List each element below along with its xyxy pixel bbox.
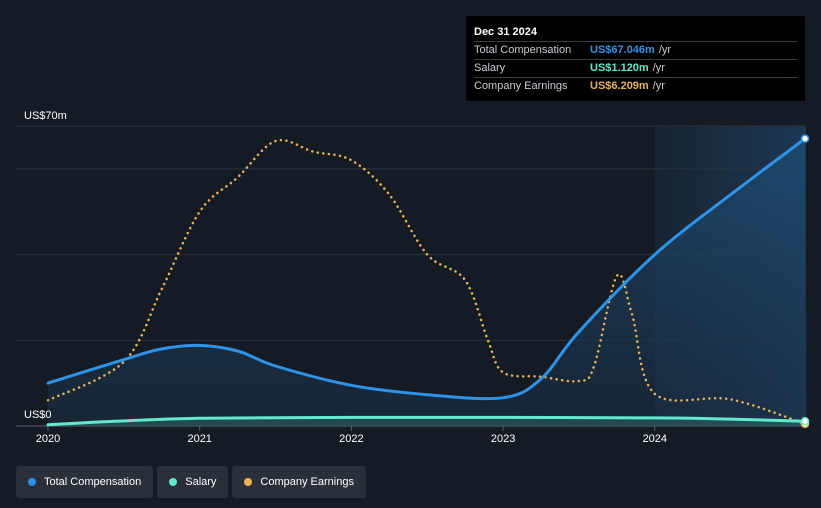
legend-label: Salary xyxy=(185,476,217,488)
tooltip-label: Total Compensation xyxy=(474,44,572,56)
legend-label: Total Compensation xyxy=(44,476,142,488)
y-axis-bottom-label: US$0 xyxy=(24,409,52,421)
tooltip-value: US$6.209m xyxy=(590,80,649,92)
total-compensation-area xyxy=(48,138,805,426)
tooltip-panel: Dec 31 2024 Total Compensation US$67.046… xyxy=(466,16,805,101)
x-tick-label: 2024 xyxy=(643,433,667,445)
company-earnings-line xyxy=(46,138,807,426)
legend-dot-icon xyxy=(169,478,178,486)
legend-item-company-earnings[interactable]: Company Earnings xyxy=(232,466,366,498)
salary-line xyxy=(46,415,807,427)
tooltip-row-company-earnings: Company Earnings US$6.209m /yr xyxy=(474,77,797,95)
x-tick-label: 2020 xyxy=(36,433,60,445)
legend-dot-icon xyxy=(244,478,253,486)
legend-item-total-compensation[interactable]: Total Compensation xyxy=(16,466,154,498)
tooltip-value: US$1.120m xyxy=(590,62,649,74)
x-tick-label: 2021 xyxy=(187,433,211,445)
tooltip-unit: /yr xyxy=(658,44,672,56)
legend-item-salary[interactable]: Salary xyxy=(157,466,229,498)
chart-legend: Total Compensation Salary Company Earnin… xyxy=(16,466,366,498)
x-tick-label: 2022 xyxy=(339,433,363,445)
total-compensation-end-marker xyxy=(800,134,810,143)
tooltip-unit: /yr xyxy=(652,80,665,92)
total-compensation-line xyxy=(46,137,807,401)
tooltip-label: Salary xyxy=(474,62,506,74)
tooltip-unit: /yr xyxy=(652,62,665,74)
tooltip-row-salary: Salary US$1.120m /yr xyxy=(474,59,797,77)
x-tick-label: 2023 xyxy=(491,433,515,445)
legend-dot-icon xyxy=(28,478,36,486)
tooltip-value: US$67.046m xyxy=(590,44,655,56)
tooltip-row-total-compensation: Total Compensation US$67.046m /yr xyxy=(474,41,797,59)
legend-label: Company Earnings xyxy=(260,476,354,488)
tooltip-date: Dec 31 2024 xyxy=(474,26,537,38)
y-axis-top-label: US$70m xyxy=(24,110,67,122)
tooltip-label: Company Earnings xyxy=(474,80,568,92)
salary-end-marker xyxy=(800,416,810,426)
